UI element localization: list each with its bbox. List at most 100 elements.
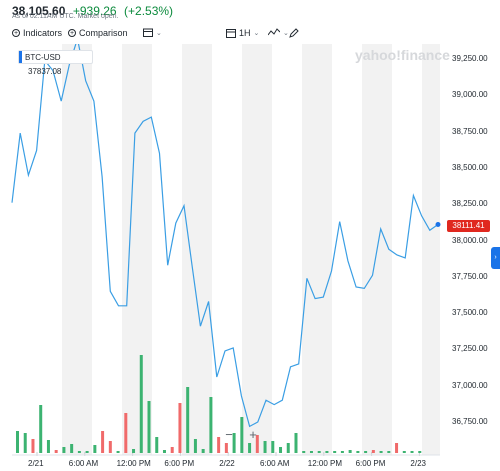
session-band	[62, 44, 92, 455]
volume-bar	[302, 451, 306, 453]
y-axis-tick-label: 36,750.00	[452, 417, 488, 426]
volume-bar	[132, 449, 136, 453]
volume-bar	[340, 451, 344, 453]
volume-bar	[371, 450, 375, 453]
volume-bar	[387, 451, 391, 453]
series-legend[interactable]: BTC-USD 37837.08	[18, 50, 93, 76]
y-axis-tick-label: 37,500.00	[452, 308, 488, 318]
plus-circle-icon: +	[68, 29, 76, 37]
volume-bar	[46, 440, 50, 453]
volume-bar	[193, 439, 197, 453]
chevron-down-icon: ⌄	[253, 30, 260, 37]
volume-bar	[155, 437, 159, 453]
chart-type-select[interactable]: ⌄	[268, 28, 289, 37]
chevron-down-icon: ⌄	[283, 29, 289, 37]
volume-bar	[85, 451, 89, 453]
volume-bar	[395, 443, 399, 453]
volume-bar	[209, 397, 213, 453]
volume-bar	[186, 387, 190, 453]
yahoo-finance-watermark: yahoo!finance	[355, 47, 450, 63]
y-axis-tick-label: 37,000.00	[452, 380, 488, 390]
current-price: 38,105.60	[12, 4, 66, 18]
volume-bar	[178, 403, 182, 453]
price-line	[11, 44, 439, 428]
indicators-label: Indicators	[23, 28, 63, 38]
x-axis-tick-label: 6:00 PM	[164, 459, 195, 468]
volume-bar	[294, 433, 298, 453]
volume-bar	[271, 441, 275, 453]
volume-bar	[217, 437, 221, 453]
plus-circle-icon: +	[12, 29, 20, 37]
session-band	[122, 44, 152, 455]
volume-bar	[54, 450, 58, 453]
volume-bar	[255, 435, 259, 453]
y-axis-tick-label: 39,250.00	[452, 54, 488, 63]
volume-bar	[16, 431, 19, 453]
zoom-in-button[interactable]: +	[249, 427, 257, 442]
x-axis-tick-label: 6:00 AM	[260, 459, 290, 468]
y-axis-tick-label: 38,750.00	[452, 126, 488, 136]
volume-bar	[116, 451, 120, 453]
y-axis-tick-label: 37,750.00	[452, 271, 488, 281]
side-panel-toggle[interactable]: ›	[491, 247, 500, 269]
volume-bar	[70, 444, 74, 453]
y-axis-tick-label: 38,500.00	[452, 162, 488, 172]
line-chart-icon	[268, 28, 280, 36]
volume-bar	[333, 451, 337, 453]
volume-bar	[224, 443, 228, 453]
draw-button[interactable]	[289, 28, 299, 38]
y-axis-tick-label: 38,000.00	[452, 235, 488, 245]
volume-bar	[93, 445, 97, 453]
last-price-tag: 38111.41	[447, 220, 490, 232]
last-price-dot	[435, 222, 441, 228]
price-chart[interactable]	[0, 44, 500, 471]
quote-header: 38,105.60 +939.26 (+2.53%)	[12, 2, 173, 20]
x-axis-tick-label: 2/22	[219, 459, 235, 468]
y-axis-tick-label: 39,000.00	[452, 90, 488, 100]
legend-value: 37837.08	[28, 67, 62, 76]
interval-select[interactable]: 1H ⌄	[226, 28, 259, 38]
date-range-button[interactable]: ⌄	[143, 28, 162, 37]
volume-bar	[410, 451, 414, 453]
x-axis-tick-label: 2/21	[28, 459, 44, 468]
volume-bar	[418, 451, 422, 453]
volume-bar	[162, 450, 166, 453]
price-change-percent: (+2.53%)	[124, 4, 174, 18]
volume-bar	[356, 451, 360, 453]
candle-interval-icon	[226, 28, 236, 38]
comparison-button[interactable]: + Comparison	[68, 28, 128, 38]
calendar-icon	[143, 28, 153, 37]
session-band	[242, 44, 272, 455]
volume-bar	[317, 451, 321, 453]
volume-bar	[279, 447, 283, 453]
x-axis-tick-label: 12:00 PM	[307, 459, 343, 468]
zoom-out-button[interactable]: −	[225, 427, 233, 442]
volume-bar	[170, 447, 174, 453]
volume-bar	[263, 441, 267, 453]
indicators-button[interactable]: + Indicators	[12, 28, 62, 38]
chevron-right-icon: ›	[494, 254, 497, 261]
volume-bar	[23, 433, 27, 453]
session-band	[182, 44, 212, 455]
volume-bar	[325, 451, 329, 453]
legend-symbol: BTC-USD	[25, 53, 61, 62]
market-status: As of 02:11AM UTC. Market open.	[12, 13, 119, 20]
volume-bar	[286, 443, 290, 453]
x-axis-tick-label: 6:00 AM	[68, 459, 99, 468]
volume-bar	[402, 451, 406, 453]
comparison-label: Comparison	[79, 28, 128, 38]
volume-bar	[309, 451, 313, 453]
x-axis-tick-label: 6:00 PM	[355, 459, 386, 468]
legend-color-swatch	[19, 51, 22, 63]
session-band	[302, 44, 332, 455]
volume-bar	[124, 413, 128, 453]
volume-bar	[379, 451, 383, 453]
volume-bar	[240, 417, 244, 453]
volume-bar	[232, 433, 236, 453]
volume-bar	[201, 449, 205, 453]
price-change: +939.26	[72, 4, 117, 18]
volume-bar	[348, 450, 352, 453]
interval-value: 1H	[239, 28, 251, 38]
volume-bar	[39, 405, 43, 453]
volume-bar	[364, 451, 368, 453]
